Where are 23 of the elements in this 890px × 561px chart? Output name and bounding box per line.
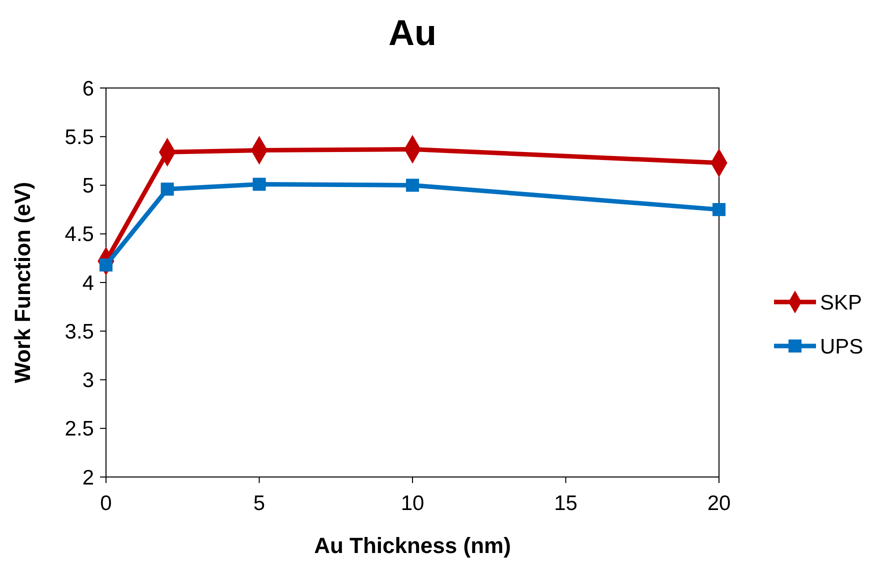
y-tick-label: 3.5 bbox=[64, 320, 94, 344]
point bbox=[160, 182, 174, 196]
y-tick-label: 6 bbox=[82, 77, 94, 100]
legend-label: UPS bbox=[820, 335, 864, 358]
legend-label: SKP bbox=[820, 291, 862, 314]
x-tick-label: 20 bbox=[707, 492, 731, 515]
y-axis-title: Work Function (eV) bbox=[10, 182, 35, 384]
y-tick-label: 2 bbox=[82, 466, 94, 490]
y-tick-label: 4 bbox=[82, 272, 94, 295]
y-tick-label: 5 bbox=[82, 174, 94, 198]
x-tick-label: 0 bbox=[100, 492, 112, 515]
chart-title: Au bbox=[388, 12, 436, 53]
y-tick-label: 5.5 bbox=[64, 126, 94, 149]
x-tick-label: 5 bbox=[253, 492, 266, 515]
x-tick-label: 10 bbox=[400, 492, 424, 515]
point bbox=[406, 178, 420, 192]
y-tick-label: 4.5 bbox=[64, 223, 94, 246]
x-tick-label: 15 bbox=[554, 492, 578, 515]
x-axis-title: Au Thickness (nm) bbox=[314, 533, 511, 558]
y-tick-label: 2.5 bbox=[64, 418, 94, 441]
y-tick-label: 3 bbox=[82, 369, 94, 392]
point bbox=[252, 178, 266, 191]
point bbox=[712, 203, 726, 216]
